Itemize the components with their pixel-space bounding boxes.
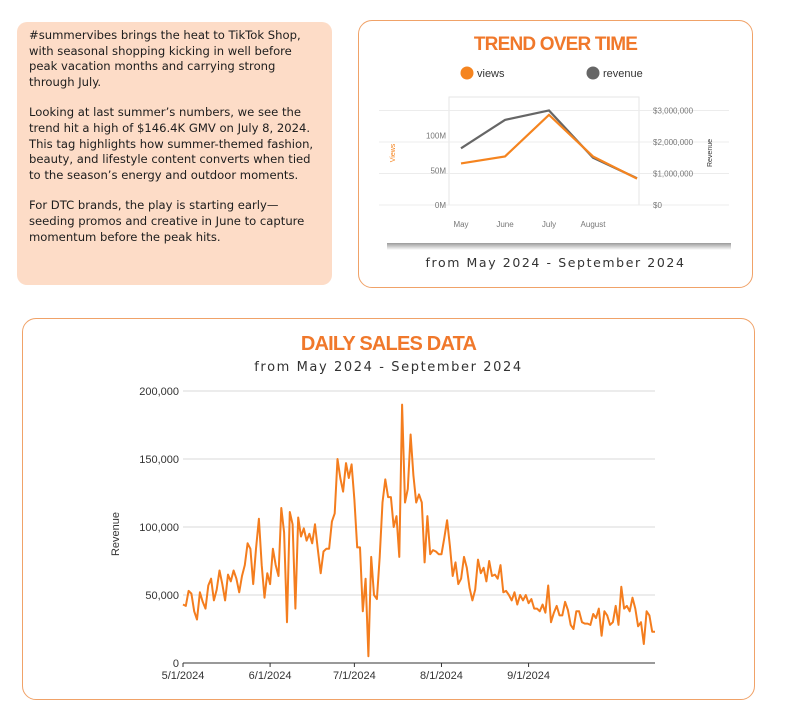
- note-paragraph-2: Looking at last summer’s numbers, we see…: [29, 105, 314, 182]
- daily-sales-chart: 0 50,000 100,000 150,000 200,000 5/1/2024 6/1/…: [110, 386, 655, 682]
- daily-y-tick-label: 150,000: [139, 454, 179, 466]
- trend-series-line-views: [460, 113, 638, 180]
- trend-x-tick-label: June: [496, 220, 514, 229]
- trend-subtitle: from May 2024 - September 2024: [425, 255, 686, 270]
- trend-right-tick-label: $3,000,000: [653, 106, 694, 115]
- legend-marker-views: [460, 66, 474, 80]
- legend-label-views: views: [477, 68, 505, 80]
- note-paragraph-3: For DTC brands, the play is starting ear…: [29, 198, 305, 244]
- daily-y-tick-label: 50,000: [145, 590, 179, 602]
- trend-right-tick-label: $2,000,000: [653, 138, 694, 147]
- trend-plot-area: [448, 96, 640, 206]
- daily-title: DAILY SALES DATA: [300, 333, 477, 355]
- trend-over-time-card: TREND OVER TIME views revenue 0M 50M 100M $0…: [358, 20, 753, 288]
- trend-right-tick-label: $0: [653, 201, 662, 210]
- note-paragraph-1: #summervibes brings the heat to TikTok S…: [29, 28, 301, 89]
- trend-x-tick-label: August: [581, 220, 607, 229]
- trend-left-tick-label: 50M: [430, 166, 446, 175]
- trend-x-tick-label: July: [542, 220, 556, 229]
- daily-x-tick-label: 6/1/2024: [249, 670, 292, 682]
- daily-x-tick-label: 5/1/2024: [162, 670, 205, 682]
- daily-sales-card: DAILY SALES DATA from May 2024 - Septemb…: [22, 318, 755, 700]
- summary-note: #summervibes brings the heat to TikTok S…: [17, 22, 332, 285]
- daily-x-tick-label: 8/1/2024: [420, 670, 463, 682]
- trend-left-tick-label: 100M: [426, 132, 446, 141]
- daily-y-tick-label: 100,000: [139, 522, 179, 534]
- daily-y-tick-label: 0: [173, 658, 179, 670]
- daily-x-tick-label: 9/1/2024: [507, 670, 550, 682]
- trend-left-axis-title: Views: [390, 143, 397, 162]
- daily-y-axis-title: Revenue: [110, 512, 122, 556]
- trend-right-axis-title: Revenue: [707, 139, 714, 167]
- trend-title: TREND OVER TIME: [473, 34, 638, 55]
- daily-revenue-line: [182, 403, 655, 658]
- trend-x-tick-label: May: [453, 220, 468, 229]
- trend-left-tick-label: 0M: [435, 201, 446, 210]
- legend-label-revenue: revenue: [603, 68, 643, 80]
- daily-x-tick-label: 7/1/2024: [333, 670, 376, 682]
- trend-chart: views revenue 0M 50M 100M $0 $1,000,000 $2,000…: [379, 66, 729, 229]
- trend-right-tick-label: $1,000,000: [653, 169, 694, 178]
- daily-y-tick-label: 200,000: [139, 386, 179, 398]
- daily-subtitle: from May 2024 - September 2024: [254, 360, 523, 375]
- legend-marker-revenue: [586, 66, 600, 80]
- trend-chart-shadow: [387, 243, 731, 250]
